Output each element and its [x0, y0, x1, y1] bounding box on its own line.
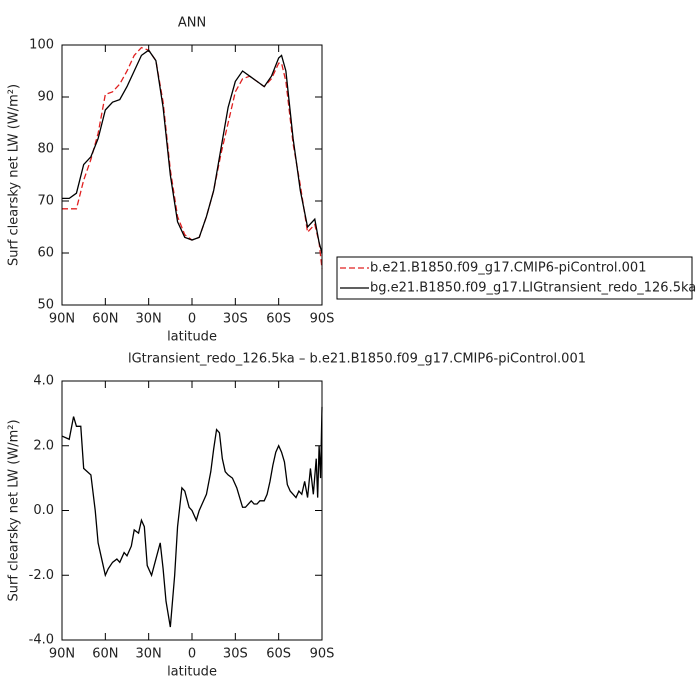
y-axis-label: Surf clearsky net LW (W/m²): [7, 419, 22, 601]
chart-title: ANN: [178, 16, 206, 31]
series-line: [61, 406, 323, 628]
x-tick-label: 60N: [92, 647, 118, 662]
x-tick-label: 0: [188, 647, 196, 662]
x-tick-label: 90S: [310, 647, 335, 662]
x-tick-label: 30N: [136, 312, 162, 327]
y-tick-label: 90: [37, 90, 54, 105]
y-tick-label: 4.0: [33, 374, 54, 389]
y-tick-label: 2.0: [33, 438, 54, 453]
legend-label: bg.e21.B1850.f09_g17.LIGtransient_redo_1…: [370, 281, 696, 296]
y-tick-label: 0.0: [33, 503, 54, 518]
x-tick-label: 0: [188, 312, 196, 327]
x-tick-label: 90N: [49, 312, 75, 327]
y-tick-label: 60: [37, 246, 54, 261]
y-axis-label: Surf clearsky net LW (W/m²): [7, 84, 22, 266]
plot-frame: [61, 44, 323, 306]
x-tick-label: 60S: [266, 647, 291, 662]
y-tick-label: 100: [29, 38, 54, 53]
x-tick-label: 30N: [136, 647, 162, 662]
series-line: [62, 49, 323, 254]
chart-title: lGtransient_redo_126.5ka – b.e21.B1850.f…: [128, 352, 586, 367]
legend-box: [336, 256, 693, 300]
series-line: [62, 46, 323, 269]
y-tick-label: -2.0: [29, 568, 54, 583]
x-axis-label: latitude: [167, 665, 217, 680]
x-tick-label: 90N: [49, 647, 75, 662]
x-axis-label: latitude: [167, 330, 217, 345]
x-tick-label: 60N: [92, 312, 118, 327]
x-tick-label: 30S: [223, 312, 248, 327]
x-tick-label: 90S: [310, 312, 335, 327]
x-tick-label: 60S: [266, 312, 291, 327]
legend-label: b.e21.B1850.f09_g17.CMIP6-piControl.001: [370, 261, 646, 276]
y-tick-label: -4.0: [29, 633, 54, 648]
y-tick-label: 50: [37, 298, 54, 313]
y-tick-label: 70: [37, 194, 54, 209]
y-tick-label: 80: [37, 142, 54, 157]
x-tick-label: 30S: [223, 647, 248, 662]
plot-frame: [61, 380, 323, 641]
